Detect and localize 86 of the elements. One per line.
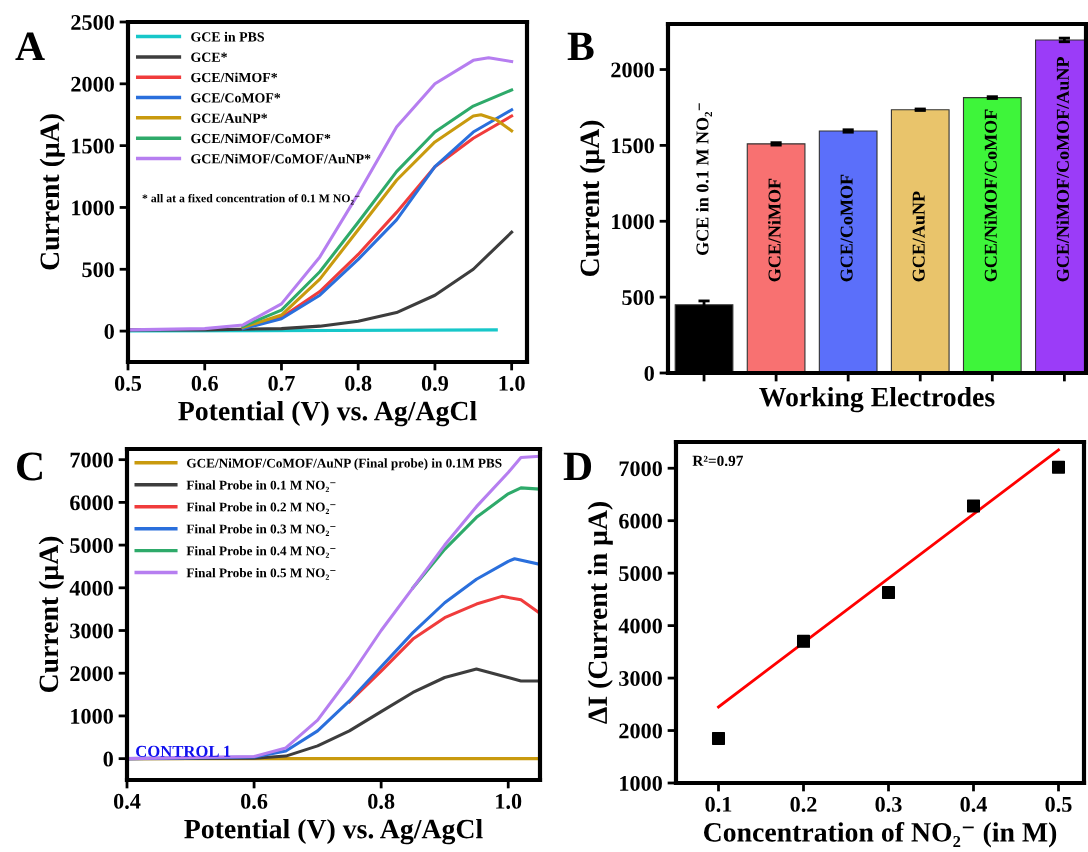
text: B bbox=[567, 32, 594, 61]
x-tick-label: 0.8 bbox=[368, 793, 395, 809]
legend-label: GCE/AuNP* bbox=[191, 113, 268, 123]
category-label: GCE/AuNP bbox=[912, 191, 925, 282]
bar bbox=[890, 109, 950, 373]
y-tick-label: 2000 bbox=[611, 62, 654, 78]
x-tick-label: 0.7 bbox=[268, 375, 295, 391]
category-label: GCE/NiMOF/CoMOF/AuNP bbox=[1056, 57, 1069, 282]
legend-label: Final Probe in 0.4 M NO₂⁻ bbox=[186, 546, 336, 558]
y-tick-label: 1000 bbox=[71, 708, 113, 724]
y-tick-label: 0 bbox=[103, 751, 113, 767]
x-tick-label: 0.8 bbox=[345, 375, 372, 391]
y-tick-label: 3000 bbox=[619, 671, 662, 687]
y-tick-label: 0 bbox=[104, 324, 114, 340]
y-tick-label: 7000 bbox=[70, 452, 113, 468]
y-tick-label: 1000 bbox=[72, 200, 114, 216]
bar bbox=[746, 143, 806, 373]
y-axis-title: Current (μA) bbox=[38, 536, 64, 693]
category-label: GCE/NiMOF/CoMOF bbox=[984, 109, 997, 282]
legend-label: Final Probe in 0.2 M NO₂⁻ bbox=[186, 502, 336, 514]
x-tick-label: 0.1 bbox=[705, 796, 732, 812]
y-tick-label: 2500 bbox=[71, 14, 114, 30]
bar bbox=[962, 97, 1022, 373]
point bbox=[966, 499, 981, 513]
x-tick-label: 0.4 bbox=[113, 793, 141, 809]
bar bbox=[818, 130, 878, 373]
y-tick-label: 1500 bbox=[612, 138, 654, 154]
y-tick-label: 1000 bbox=[612, 214, 654, 230]
line-series bbox=[127, 454, 540, 761]
legend-label: GCE in PBS bbox=[191, 31, 265, 42]
x-axis-title: Concentration of NO₂⁻ (in M) bbox=[703, 821, 1057, 848]
y-tick-label: 3000 bbox=[70, 623, 113, 639]
annotation: * all at a fixed concentration of 0.1 M NO₂⁻ bbox=[142, 193, 360, 205]
x-axis-title: Working Electrodes bbox=[759, 386, 995, 413]
legend-label: Final Probe in 0.3 M NO₂⁻ bbox=[186, 524, 336, 536]
legend-label: GCE/CoMOF* bbox=[191, 93, 281, 103]
x-tick-label: 0.9 bbox=[421, 375, 449, 391]
y-tick-label: 5000 bbox=[619, 566, 662, 582]
text: A bbox=[15, 32, 45, 60]
y-tick-label: 6000 bbox=[619, 513, 662, 529]
y-tick-label: 1500 bbox=[72, 138, 114, 154]
y-tick-label: 4000 bbox=[618, 618, 662, 634]
legend-label: GCE/NiMOF/CoMOF* bbox=[191, 133, 331, 144]
y-tick-label: 4000 bbox=[69, 580, 113, 596]
legend-label: GCE* bbox=[191, 52, 227, 62]
annotation: CONTROL 1 bbox=[136, 745, 231, 757]
y-tick-label: 2000 bbox=[70, 666, 113, 682]
x-tick-label: 0.6 bbox=[241, 793, 268, 809]
x-axis-title: Potential (V) vs. Ag/AgCl bbox=[178, 400, 477, 427]
y-tick-label: 1000 bbox=[620, 775, 662, 791]
y-tick-label: 0 bbox=[644, 365, 654, 381]
point bbox=[711, 731, 726, 745]
x-tick-label: 0.5 bbox=[1045, 796, 1072, 812]
text: D bbox=[563, 452, 592, 481]
x-tick-label: 0.3 bbox=[875, 796, 902, 812]
category-label: GCE in 0.1 M NO₂⁻ bbox=[695, 103, 712, 255]
y-tick-label: 5000 bbox=[70, 538, 113, 554]
point bbox=[1051, 460, 1066, 474]
point bbox=[796, 634, 811, 648]
y-tick-label: 2000 bbox=[71, 76, 114, 92]
x-tick-label: 0.6 bbox=[191, 375, 218, 391]
legend-label: GCE/NiMOF/CoMOF/AuNP (Final probe) in 0.1M PBS bbox=[187, 458, 502, 471]
x-tick-label: 0.4 bbox=[960, 796, 987, 812]
y-axis-title: Current (μA) bbox=[39, 114, 65, 270]
x-tick-label: 0.2 bbox=[790, 796, 817, 812]
x-tick-label: 1.0 bbox=[496, 793, 522, 809]
legend-label: Final Probe in 0.5 M NO₂⁻ bbox=[186, 568, 336, 580]
x-tick-label: 1.0 bbox=[499, 375, 525, 391]
x-tick-label: 0.5 bbox=[114, 375, 142, 391]
annotation: R²=0.97 bbox=[692, 455, 743, 467]
y-tick-label: 500 bbox=[622, 290, 654, 306]
y-tick-label: 6000 bbox=[70, 495, 113, 511]
line-series bbox=[347, 594, 540, 704]
y-axis-title: Current (μA) bbox=[579, 120, 605, 277]
text: C bbox=[17, 452, 42, 481]
y-tick-label: 2000 bbox=[619, 723, 662, 739]
category-label: GCE/CoMOF bbox=[840, 174, 853, 282]
category-label: GCE/NiMOF bbox=[767, 178, 781, 282]
y-tick-label: 7000 bbox=[619, 461, 662, 477]
legend-label: GCE/NiMOF* bbox=[191, 72, 278, 83]
y-axis-title: ΔI (Current in μA) bbox=[587, 502, 613, 724]
x-axis-title: Potential (V) vs. Ag/AgCl bbox=[184, 818, 483, 845]
y-tick-label: 500 bbox=[82, 262, 114, 278]
legend-label: GCE/NiMOF/CoMOF/AuNP* bbox=[191, 153, 371, 164]
legend-label: Final Probe in 0.1 M NO₂⁻ bbox=[186, 480, 336, 493]
point bbox=[881, 586, 896, 600]
